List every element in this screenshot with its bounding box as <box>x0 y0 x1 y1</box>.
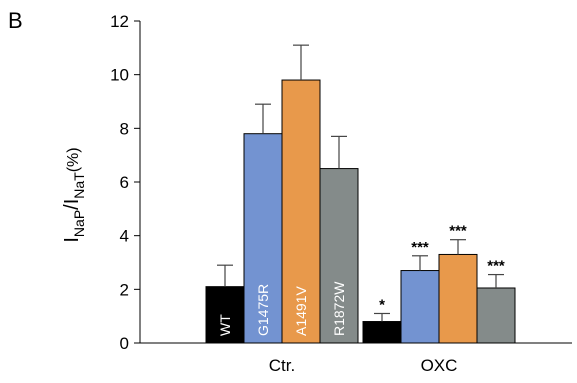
bar-a1491v-oxc <box>438 253 478 344</box>
significance-marker: *** <box>411 239 429 256</box>
significance-marker: *** <box>449 223 467 240</box>
y-axis-label-sub-b: NaT <box>71 172 87 199</box>
significance-marker: *** <box>487 258 505 275</box>
y-axis-label-sep: /I <box>61 199 83 210</box>
y-tick-label: 4 <box>120 227 129 246</box>
bar-r1872w-ctr <box>319 168 359 344</box>
y-tick-label: 0 <box>120 334 129 353</box>
y-axis-label-sub-a: NaP <box>71 210 87 237</box>
bars: WT G1475R A1491V R1872W ********** <box>205 44 516 344</box>
bar-series-label: G1475R <box>255 284 271 336</box>
x-category-label: Ctr. <box>269 356 295 375</box>
y-tick-label: 12 <box>110 12 129 31</box>
y-tick-label: 2 <box>120 280 129 299</box>
y-tick-label: 6 <box>120 173 129 192</box>
y-tick-label: 10 <box>110 66 129 85</box>
y-axis-label: INaP/INaT(%) <box>61 147 87 242</box>
panel-label: B <box>8 8 23 33</box>
bar-series-label: R1872W <box>331 281 347 336</box>
bar-wt-oxc <box>362 321 402 344</box>
category-labels: Ctr. OXC <box>269 356 458 375</box>
bar-wt-ctr <box>205 286 245 344</box>
bar-series-label: A1491V <box>293 286 309 336</box>
bar-series-label: WT <box>217 314 233 336</box>
x-category-label: OXC <box>421 356 458 375</box>
bar-g1475r-oxc <box>400 270 440 344</box>
significance-marker: * <box>379 296 385 313</box>
y-axis-label-main: I <box>61 237 83 243</box>
bar-r1872w-oxc <box>476 287 516 344</box>
y-tick-label: 8 <box>120 119 129 138</box>
y-axis-label-unit: (%) <box>65 147 82 172</box>
